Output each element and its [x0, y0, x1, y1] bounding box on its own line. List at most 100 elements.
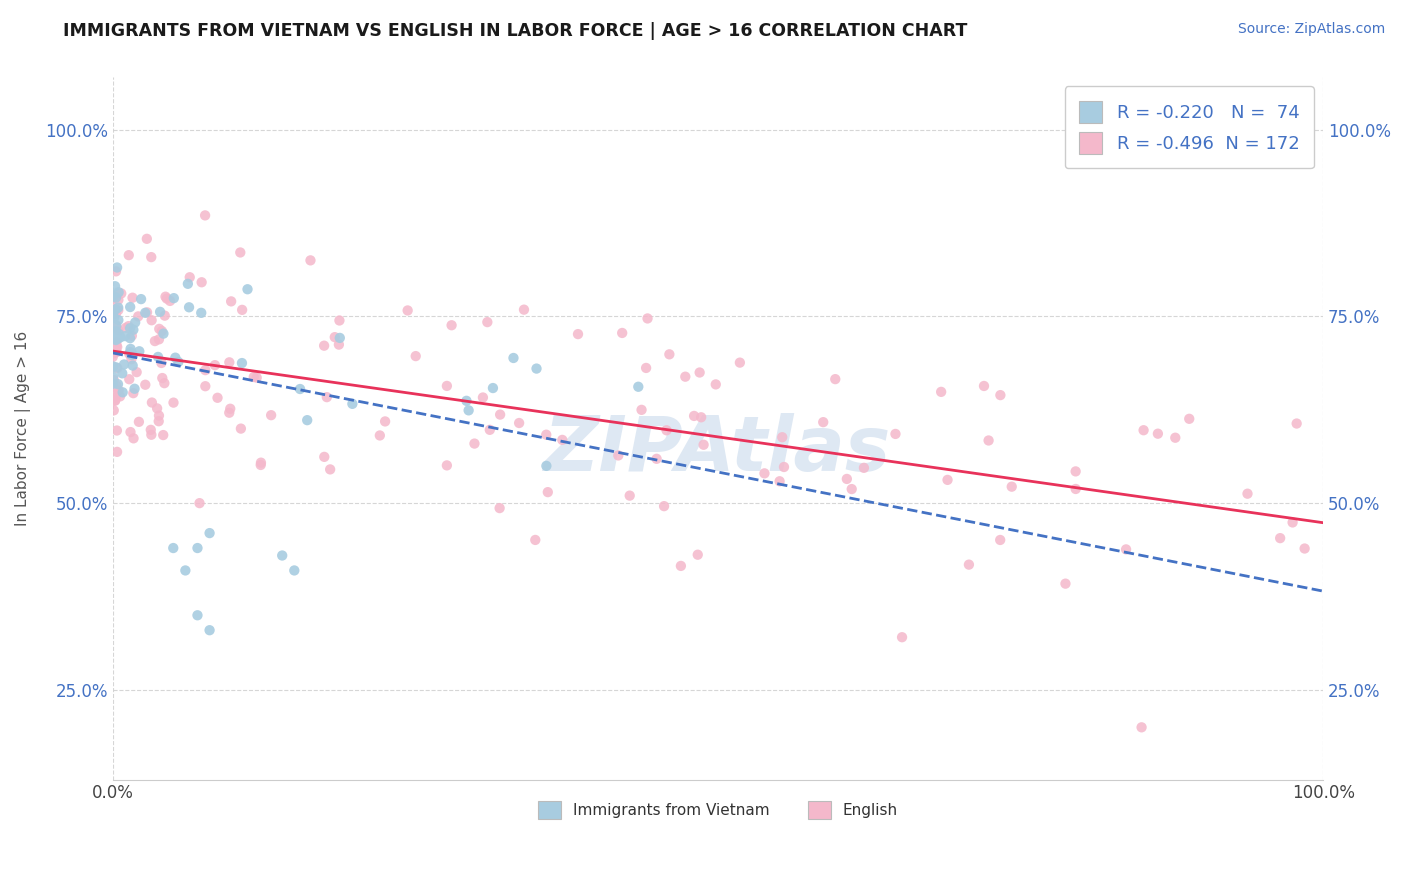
- Point: [630, 402, 652, 417]
- Point: [148, 409, 170, 423]
- Point: [188, 496, 211, 510]
- Point: [105, 360, 128, 375]
- Point: [207, 391, 229, 405]
- Point: [156, 292, 179, 306]
- Point: [105, 288, 128, 302]
- Point: [110, 286, 132, 301]
- Point: [841, 482, 863, 496]
- Point: [513, 302, 536, 317]
- Point: [107, 285, 129, 300]
- Point: [107, 293, 129, 307]
- Point: [114, 329, 136, 343]
- Point: [128, 344, 150, 359]
- Point: [229, 422, 252, 436]
- Point: [190, 306, 212, 320]
- Point: [107, 303, 129, 318]
- Point: [148, 322, 170, 336]
- Point: [105, 328, 128, 343]
- Point: [536, 427, 558, 442]
- Point: [884, 426, 907, 441]
- Point: [124, 382, 146, 396]
- Point: [105, 335, 128, 350]
- Point: [107, 324, 129, 338]
- Point: [328, 337, 350, 351]
- Y-axis label: In Labor Force | Age > 16: In Labor Force | Age > 16: [15, 331, 31, 526]
- Point: [773, 460, 796, 475]
- Point: [754, 467, 776, 481]
- Point: [219, 401, 242, 416]
- Point: [111, 385, 134, 400]
- Point: [163, 291, 186, 305]
- Point: [141, 427, 163, 442]
- Point: [328, 313, 350, 327]
- Point: [1001, 480, 1024, 494]
- Point: [105, 291, 128, 305]
- Point: [101, 346, 124, 360]
- Point: [194, 379, 217, 393]
- Point: [636, 360, 658, 375]
- Point: [159, 293, 181, 308]
- Point: [219, 294, 242, 309]
- Point: [103, 403, 125, 417]
- Point: [103, 289, 125, 303]
- Point: [104, 302, 127, 317]
- Point: [436, 379, 458, 393]
- Point: [129, 292, 152, 306]
- Point: [314, 339, 336, 353]
- Legend: Immigrants from Vietnam, English: Immigrants from Vietnam, English: [531, 795, 904, 824]
- Point: [194, 208, 217, 222]
- Point: [619, 489, 641, 503]
- Point: [314, 450, 336, 464]
- Point: [768, 475, 790, 489]
- Point: [165, 351, 187, 365]
- Point: [1064, 482, 1087, 496]
- Point: [607, 449, 630, 463]
- Point: [288, 382, 311, 396]
- Point: [478, 423, 501, 437]
- Point: [105, 324, 128, 338]
- Point: [1294, 541, 1316, 556]
- Point: [118, 248, 141, 262]
- Point: [118, 372, 141, 386]
- Point: [124, 316, 146, 330]
- Point: [107, 377, 129, 392]
- Point: [456, 393, 478, 408]
- Point: [107, 384, 129, 398]
- Point: [551, 433, 574, 447]
- Point: [148, 414, 170, 428]
- Point: [103, 310, 125, 325]
- Point: [104, 264, 127, 278]
- Point: [101, 387, 124, 401]
- Point: [368, 428, 391, 442]
- Point: [177, 300, 200, 314]
- Point: [891, 630, 914, 644]
- Point: [101, 350, 124, 364]
- Point: [690, 410, 713, 425]
- Point: [1130, 720, 1153, 734]
- Point: [440, 318, 463, 333]
- Point: [250, 456, 273, 470]
- Point: [204, 358, 226, 372]
- Point: [103, 325, 125, 339]
- Point: [127, 310, 149, 324]
- Point: [104, 333, 127, 347]
- Point: [612, 326, 634, 340]
- Point: [246, 370, 269, 384]
- Point: [103, 359, 125, 374]
- Point: [103, 373, 125, 387]
- Point: [114, 321, 136, 335]
- Point: [186, 541, 208, 555]
- Point: [658, 347, 681, 361]
- Point: [852, 460, 875, 475]
- Point: [1281, 516, 1303, 530]
- Point: [120, 352, 142, 367]
- Point: [194, 363, 217, 377]
- Point: [125, 365, 148, 379]
- Point: [120, 342, 142, 356]
- Point: [120, 345, 142, 359]
- Point: [692, 438, 714, 452]
- Point: [121, 348, 143, 362]
- Point: [104, 393, 127, 408]
- Point: [150, 356, 173, 370]
- Point: [101, 307, 124, 321]
